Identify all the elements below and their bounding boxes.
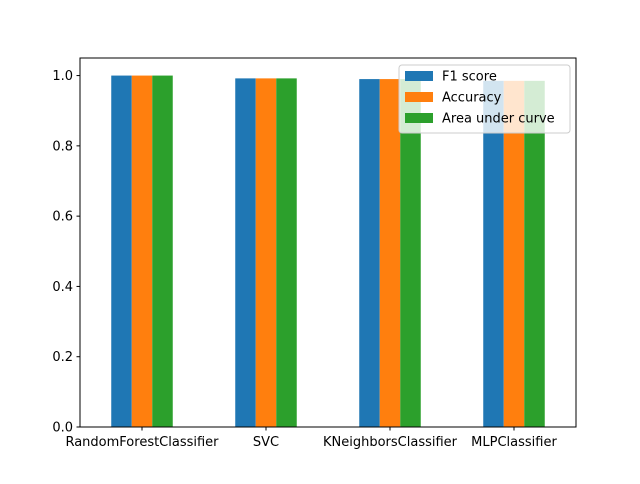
- bar-area-under-curve-1: [276, 78, 297, 427]
- bar-accuracy-2: [379, 79, 401, 427]
- bar-f1-score-1: [235, 78, 256, 427]
- bars: [111, 75, 545, 427]
- y-tick-label: 0.0: [52, 421, 73, 436]
- y-tick-label: 0.6: [52, 210, 73, 225]
- y-tick-label: 0.8: [52, 139, 73, 154]
- bar-area-under-curve-2: [400, 79, 421, 427]
- y-tick-label: 0.2: [52, 350, 73, 365]
- bar-area-under-curve-0: [152, 75, 173, 427]
- bar-area-under-curve-3: [524, 80, 545, 427]
- x-tick-label: MLPClassifier: [471, 435, 557, 450]
- x-tick-label: SVC: [253, 435, 279, 450]
- plot-frame: [79, 57, 577, 428]
- bar-accuracy-1: [255, 78, 277, 427]
- axes: 0.0 0.2 0.4 0.6 0.8 1.0 RandomForestClassifier…: [52, 57, 577, 450]
- x-tick-label: KNeighborsClassifier: [323, 435, 458, 450]
- legend-label: Area under curve: [442, 112, 555, 127]
- y-tick-label: 0.4: [52, 280, 73, 295]
- legend-box: [398, 64, 571, 134]
- bar-accuracy-3: [503, 80, 525, 427]
- legend: F1 score Accuracy Area under curve: [398, 64, 571, 134]
- legend-label: Accuracy: [442, 91, 502, 106]
- legend-label: F1 score: [442, 70, 497, 85]
- legend-swatch: [405, 92, 433, 102]
- legend-swatch: [405, 113, 433, 123]
- bar-accuracy-0: [131, 75, 153, 427]
- bar-f1-score-0: [111, 75, 132, 427]
- bar-f1-score-3: [483, 80, 504, 427]
- legend-swatch: [405, 71, 433, 81]
- x-tick-label: RandomForestClassifier: [65, 435, 219, 450]
- y-tick-label: 1.0: [52, 69, 73, 84]
- bar-f1-score-2: [359, 79, 380, 427]
